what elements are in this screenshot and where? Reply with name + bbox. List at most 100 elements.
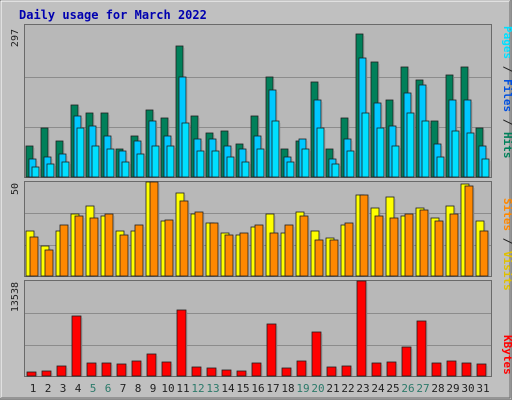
kbytes-bar xyxy=(71,315,82,377)
kbytes-bar xyxy=(146,353,157,377)
kbytes-bar xyxy=(386,361,397,377)
x-tick-label: 23 xyxy=(356,382,369,395)
legend-files: Files xyxy=(501,79,512,112)
sites-bar xyxy=(269,232,279,277)
kbytes-bar xyxy=(26,371,37,377)
x-tick-label: 2 xyxy=(45,382,52,395)
pages-bar xyxy=(46,163,55,178)
kbytes-panel-frame xyxy=(24,280,492,377)
kbytes-bar xyxy=(296,360,307,377)
sites-bar xyxy=(389,217,399,277)
pages-bar xyxy=(226,156,235,178)
x-tick-label: 27 xyxy=(416,382,429,395)
x-tick-label: 9 xyxy=(150,382,157,395)
kbytes-bar xyxy=(116,363,127,377)
kbytes-bar xyxy=(86,362,97,377)
legend-separator: / xyxy=(501,231,512,251)
sites-bar xyxy=(434,220,444,277)
legend-sites: Sites xyxy=(501,198,512,231)
sites-bar xyxy=(329,239,339,277)
sites-bar xyxy=(104,213,114,277)
pages-bar xyxy=(76,127,85,178)
legend-separator: / xyxy=(501,112,512,132)
kbytes-bar xyxy=(401,346,412,377)
x-tick-label: 25 xyxy=(386,382,399,395)
kbytes-bar xyxy=(101,362,112,377)
pages-bar xyxy=(391,145,400,178)
sites-bar xyxy=(449,213,459,277)
x-tick-label: 15 xyxy=(236,382,249,395)
legend-visits: Visits xyxy=(501,251,512,291)
x-tick-label: 20 xyxy=(311,382,324,395)
sites-bar xyxy=(134,224,144,277)
kbytes-bar xyxy=(371,362,382,377)
x-tick-label: 3 xyxy=(60,382,67,395)
pages-bar xyxy=(106,148,115,178)
kbytes-bar xyxy=(206,367,217,377)
x-tick-label: 19 xyxy=(296,382,309,395)
kbytes-ymax-label: 13538 xyxy=(10,282,21,312)
x-tick-label: 7 xyxy=(120,382,127,395)
sites-bar xyxy=(344,222,354,277)
x-tick-label: 28 xyxy=(431,382,444,395)
x-tick-label: 11 xyxy=(176,382,189,395)
pages-bar xyxy=(121,161,130,178)
x-tick-label: 26 xyxy=(401,382,414,395)
sites-bar xyxy=(224,234,234,277)
hits-legend: Pages / Files / Hits xyxy=(501,26,512,159)
kbytes-bar xyxy=(446,360,457,377)
pages-bar xyxy=(421,120,430,178)
legend-pages: Pages xyxy=(501,26,512,59)
visits-legend: Sites / Visits xyxy=(501,198,512,291)
x-axis-labels: 1 2 3 4 5 6 7 8 9 10 11 12 13 14 15 16 17 18 19 20 21 22 23 24 2… xyxy=(30,382,490,395)
sites-bar xyxy=(149,181,159,277)
pages-bar xyxy=(196,150,205,178)
sites-bar xyxy=(284,224,294,277)
pages-bar xyxy=(151,145,160,178)
sites-bar xyxy=(29,236,39,277)
kbytes-legend: KBytes xyxy=(501,335,512,375)
sites-bar xyxy=(479,230,489,277)
sites-bar xyxy=(464,185,474,277)
legend-separator: / xyxy=(501,59,512,79)
sites-bar xyxy=(59,224,69,277)
x-tick-label: 6 xyxy=(105,382,112,395)
x-tick-label: 18 xyxy=(281,382,294,395)
pages-bar xyxy=(481,158,490,178)
kbytes-bar xyxy=(41,370,52,377)
kbytes-bar xyxy=(476,363,487,377)
visits-ymax-label: 50 xyxy=(10,183,21,195)
x-tick-label: 13 xyxy=(206,382,219,395)
sites-bar xyxy=(74,215,84,277)
kbytes-bar xyxy=(311,331,322,377)
sites-bar xyxy=(374,215,384,277)
kbytes-bar xyxy=(266,323,277,377)
kbytes-bar xyxy=(281,367,292,377)
sites-bar xyxy=(164,219,174,277)
pages-bar xyxy=(346,150,355,178)
sites-bar xyxy=(119,234,129,277)
x-tick-label: 21 xyxy=(326,382,339,395)
kbytes-bar xyxy=(416,320,427,377)
kbytes-bar xyxy=(356,280,367,377)
pages-bar xyxy=(451,130,460,178)
pages-bar xyxy=(166,145,175,178)
kbytes-bar xyxy=(236,370,247,377)
pages-bar xyxy=(436,156,445,178)
sites-bar xyxy=(254,224,264,277)
x-tick-label: 24 xyxy=(371,382,385,395)
kbytes-bar xyxy=(221,369,232,377)
x-tick-label: 22 xyxy=(341,382,354,395)
legend-kbytes: KBytes xyxy=(501,335,512,375)
pages-bar xyxy=(286,161,295,178)
sites-bar xyxy=(44,249,54,277)
sites-bar xyxy=(89,217,99,277)
x-tick-label: 16 xyxy=(251,382,264,395)
pages-bar xyxy=(211,150,220,178)
pages-bar xyxy=(136,153,145,178)
pages-bar xyxy=(241,161,250,178)
sites-bar xyxy=(179,200,189,277)
hits-ymax-label: 297 xyxy=(10,29,21,47)
bars xyxy=(25,33,491,377)
